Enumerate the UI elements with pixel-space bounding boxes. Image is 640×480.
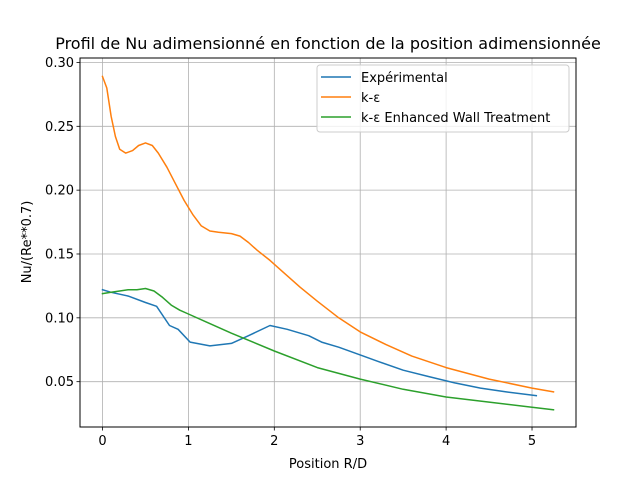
legend-label-0: Expérimental	[361, 71, 448, 86]
series-line-1	[101, 75, 555, 393]
x-tick-label: 0	[98, 434, 106, 449]
x-tick-label: 4	[442, 434, 450, 449]
legend: Expérimental k-ε k-ε Enhanced Wall Treatme…	[316, 64, 570, 133]
y-tick-label: 0.25	[45, 120, 74, 135]
y-axis-label: Nu/(Re**0.7)	[20, 201, 35, 284]
series-layer	[101, 75, 555, 411]
legend-box	[316, 64, 570, 133]
y-tick-label: 0.15	[45, 247, 74, 262]
series-line-2	[101, 287, 555, 411]
chart-title: Profil de Nu adimensionné en fonction de…	[55, 34, 601, 53]
plot-area-frame	[79, 57, 577, 428]
x-tick-label: 2	[270, 434, 278, 449]
x-tick-label: 3	[356, 434, 364, 449]
x-tick-label: 5	[528, 434, 536, 449]
ticks: 0 1 2 3 4 5 0.05 0.10 0.15 0.20 0.25 0.30	[45, 56, 536, 449]
legend-label-2: k-ε Enhanced Wall Treatment	[361, 111, 550, 126]
y-tick-label: 0.10	[45, 311, 74, 326]
y-tick-label: 0.05	[45, 375, 74, 390]
x-axis-label: Position R/D	[289, 457, 367, 472]
x-tick-label: 1	[184, 434, 192, 449]
y-tick-label: 0.20	[45, 184, 74, 199]
y-tick-label: 0.30	[45, 56, 74, 71]
series-line-0	[101, 288, 538, 397]
legend-label-1: k-ε	[361, 91, 380, 106]
